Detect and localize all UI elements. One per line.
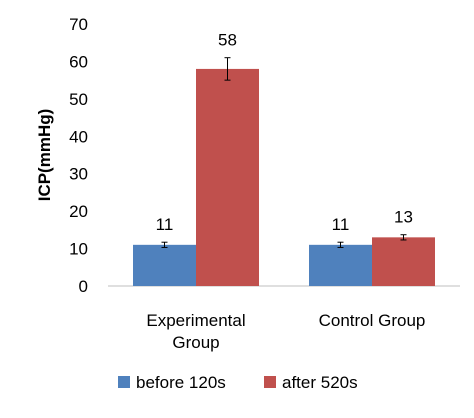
- y-tick-label: 60: [69, 52, 88, 71]
- category-label-1-0: Control Group: [319, 311, 426, 330]
- y-axis-title-group: ICP(mmHg): [35, 109, 54, 202]
- y-tick-label: 10: [69, 240, 88, 259]
- category-labels: Experimental Group Control Group: [146, 311, 425, 352]
- legend-label-0: before 120s: [136, 373, 226, 392]
- data-label-0-1: 11: [332, 215, 350, 234]
- bar-0-0: [133, 244, 196, 286]
- legend-swatch-0: [118, 376, 130, 388]
- legend: before 120s after 520s: [118, 373, 358, 392]
- legend-label-1: after 520s: [282, 373, 358, 392]
- y-axis-ticks: 0 10 20 30 40 50 60 70: [69, 15, 88, 296]
- y-tick-label: 30: [69, 165, 88, 184]
- y-tick-label: 70: [69, 15, 88, 34]
- y-tick-label: 50: [69, 90, 88, 109]
- category-label-0-0: Experimental: [146, 311, 245, 330]
- bars: 11 11 58 13: [133, 31, 435, 287]
- legend-swatch-1: [264, 376, 276, 388]
- data-label-1-1: 13: [394, 208, 413, 227]
- category-label-0-1: Group: [172, 333, 219, 352]
- y-tick-label: 20: [69, 202, 88, 221]
- data-label-0-0: 11: [156, 215, 174, 234]
- bar-1-0: [196, 68, 259, 287]
- data-label-1-0: 58: [218, 31, 237, 50]
- bar-0-1: [309, 244, 372, 286]
- bar-1-1: [372, 237, 435, 286]
- y-axis-title: ICP(mmHg): [35, 109, 54, 202]
- y-tick-label: 40: [69, 127, 88, 146]
- y-tick-label: 0: [79, 277, 88, 296]
